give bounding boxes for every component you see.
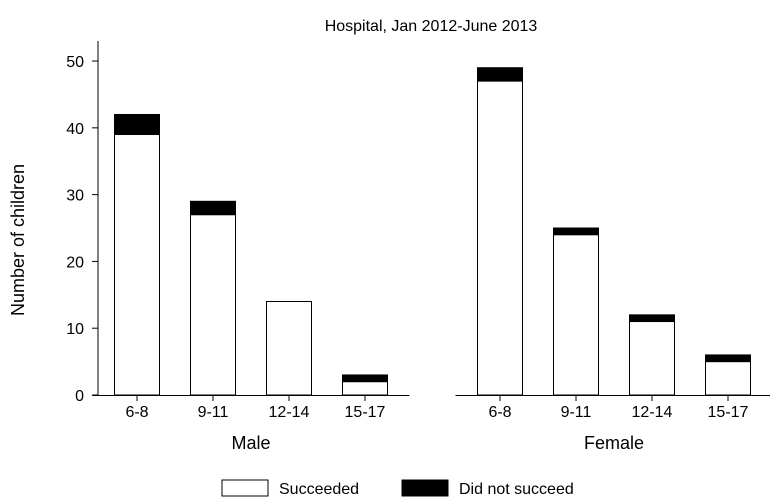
- y-tick-label: 20: [66, 254, 84, 271]
- y-tick-label: 0: [75, 388, 84, 405]
- x-tick-label-female: 9-11: [561, 404, 592, 421]
- legend-swatch-succeeded: [221, 479, 269, 497]
- legend: Succeeded Did not succeed: [221, 479, 574, 498]
- bar-female-9-11-succeeded: [553, 234, 599, 396]
- bar-male-15-17-did-not-succeed: [342, 374, 388, 383]
- bar-male-6-8-did-not-succeed: [114, 113, 160, 136]
- x-tick-label-female: 12-14: [632, 404, 673, 421]
- legend-swatch-did-not-succeed: [401, 479, 449, 497]
- x-tick-label-male: 15-17: [345, 404, 386, 421]
- bar-female-12-14-did-not-succeed: [629, 314, 675, 323]
- bar-female-6-8-did-not-succeed: [477, 67, 523, 82]
- bar-male-6-8-succeeded: [114, 134, 160, 396]
- bar-male-9-11-did-not-succeed: [190, 200, 236, 216]
- bar-male-15-17-succeeded: [342, 381, 388, 396]
- y-tick-label: 40: [66, 121, 84, 138]
- bar-male-9-11-succeeded: [190, 214, 236, 396]
- x-tick-label-male: 12-14: [269, 404, 310, 421]
- bar-female-9-11-did-not-succeed: [553, 227, 599, 236]
- y-tick-label: 30: [66, 188, 84, 205]
- bar-female-12-14-succeeded: [629, 321, 675, 396]
- y-tick-label: 50: [66, 54, 84, 71]
- bar-female-6-8-succeeded: [477, 80, 523, 396]
- x-tick-label-female: 15-17: [708, 404, 749, 421]
- x-tick-label-male: 9-11: [198, 404, 229, 421]
- legend-label-succeeded: Succeeded: [279, 481, 359, 498]
- plot-area: 0 10 20 30 40 50 6-8 9-11 12-14 15-17 Male 6-8 9-11 1…: [66, 41, 770, 453]
- bar-female-15-17-did-not-succeed: [705, 354, 751, 363]
- bar-male-12-14-succeeded: [266, 300, 312, 396]
- y-tick-label: 10: [66, 321, 84, 338]
- x-tick-label-female: 6-8: [488, 404, 511, 421]
- group-label-female: Female: [584, 433, 644, 453]
- y-axis-label: Number of children: [8, 164, 28, 316]
- chart-title: Hospital, Jan 2012-June 2013: [325, 18, 538, 35]
- bar-female-15-17-succeeded: [705, 361, 751, 396]
- x-tick-label-male: 6-8: [125, 404, 148, 421]
- legend-label-did-not-succeed: Did not succeed: [459, 481, 574, 498]
- group-label-male: Male: [231, 433, 270, 453]
